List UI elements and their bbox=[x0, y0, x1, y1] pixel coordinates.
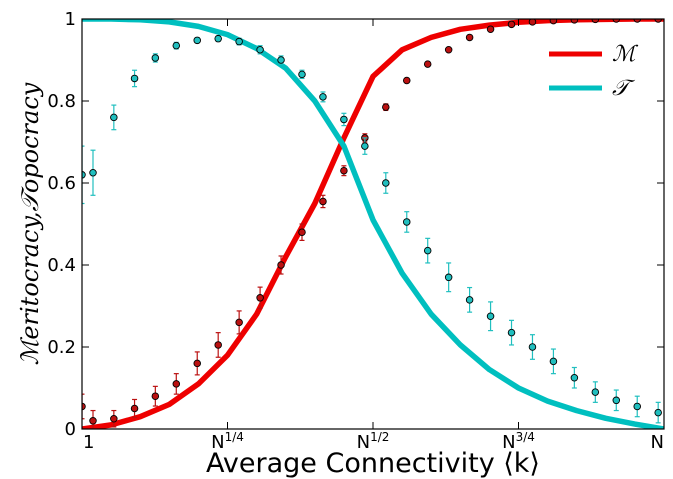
meritocracy-data-point bbox=[298, 228, 306, 236]
y-tick-label: 0 bbox=[65, 419, 76, 440]
meritocracy-data-point bbox=[82, 402, 86, 411]
meritocracy-data-point bbox=[193, 359, 201, 368]
x-axis-label: Average Connectivity ⟨k⟩ bbox=[206, 448, 540, 479]
topocracy-data-point bbox=[507, 328, 516, 337]
meritocracy-data-point bbox=[465, 33, 474, 42]
meritocracy-data-point bbox=[130, 404, 139, 413]
meritocracy-data-point bbox=[235, 318, 243, 327]
topocracy-data-point bbox=[277, 56, 285, 64]
topocracy-data-point bbox=[382, 179, 390, 187]
y-tick-label: 0.6 bbox=[47, 173, 76, 194]
meritocracy-data-point bbox=[633, 19, 641, 23]
legend-label-t: 𝒯 bbox=[612, 76, 636, 101]
topocracy-data-point bbox=[361, 142, 369, 150]
topocracy-curve bbox=[82, 19, 664, 429]
meritocracy-data-point bbox=[340, 166, 348, 175]
topocracy-data-point bbox=[151, 54, 160, 62]
meritocracy-data-point bbox=[382, 103, 390, 111]
meritocracy-data-point bbox=[549, 19, 558, 25]
x-tick-label: N1/4 bbox=[211, 430, 244, 453]
meritocracy-data-point bbox=[151, 392, 160, 400]
meritocracy-data-point bbox=[89, 417, 97, 425]
x-tick-label: 1 bbox=[83, 432, 94, 453]
x-tick-label: N1/2 bbox=[357, 430, 390, 453]
topocracy-data-point bbox=[82, 171, 86, 179]
meritocracy-data-point bbox=[403, 76, 411, 85]
topocracy-data-point bbox=[256, 46, 264, 54]
topocracy-data-point bbox=[465, 296, 474, 304]
topocracy-data-point bbox=[654, 408, 662, 417]
topocracy-data-point bbox=[130, 74, 139, 83]
meritocracy-data-point bbox=[612, 19, 621, 23]
topocracy-data-point bbox=[214, 34, 222, 43]
topocracy-data-point bbox=[193, 36, 201, 45]
legend-label-m: ℳ bbox=[612, 42, 639, 67]
axes: 0 0.2 0.4 0.6 0.8 1 1 N1/4 N1/2 N3/4 N bbox=[47, 9, 665, 453]
topocracy-data-point bbox=[89, 168, 97, 177]
meritocracy-data-point bbox=[423, 60, 432, 68]
topocracy-data-point bbox=[570, 374, 579, 382]
x-tick-label: N bbox=[651, 432, 664, 453]
topocracy-data-point bbox=[549, 357, 558, 366]
topocracy-data-point bbox=[423, 246, 432, 255]
topocracy-data-point bbox=[110, 113, 118, 122]
meritocracy-data-point bbox=[654, 19, 662, 23]
topocracy-data-point bbox=[633, 402, 641, 411]
meritocracy-data-point bbox=[256, 294, 264, 302]
meritocracy-data-point bbox=[214, 341, 222, 349]
topocracy-data-point bbox=[172, 41, 181, 50]
meritocracy-data-point bbox=[172, 380, 181, 388]
topocracy-data-point bbox=[612, 396, 621, 405]
meritocracy-data-point bbox=[319, 197, 327, 206]
topocracy-data-point bbox=[298, 70, 306, 79]
y-tick-label: 0.2 bbox=[47, 337, 76, 358]
topocracy-data-point bbox=[235, 37, 243, 46]
y-tick-label: 1 bbox=[65, 9, 76, 30]
topocracy-data-point bbox=[444, 273, 453, 282]
meritocracy-data-point bbox=[570, 19, 579, 24]
meritocracy-data-point bbox=[528, 19, 537, 26]
topocracy-data-point bbox=[319, 93, 327, 101]
meritocracy-data-point bbox=[444, 46, 453, 54]
y-tick-label: 0.4 bbox=[47, 255, 76, 276]
y-axis-label: ℳeritocracy,𝒯opocracy bbox=[16, 82, 44, 365]
topocracy-data-point bbox=[486, 312, 495, 321]
x-tick-label: N3/4 bbox=[502, 430, 535, 453]
topocracy-data-point bbox=[403, 218, 411, 226]
meritocracy-data-point bbox=[277, 261, 285, 269]
topocracy-data-point bbox=[591, 388, 600, 396]
meritocracy-data-point bbox=[507, 20, 516, 29]
legend: ℳ 𝒯 bbox=[549, 42, 639, 101]
topocracy-data-point bbox=[340, 115, 348, 124]
meritocracy-data-point bbox=[486, 25, 495, 34]
meritocracy-curve bbox=[82, 19, 664, 429]
plot-area bbox=[82, 19, 664, 429]
meritocracy-data-point bbox=[110, 415, 118, 423]
topocracy-data-point bbox=[528, 343, 537, 351]
y-tick-label: 0.8 bbox=[47, 91, 76, 112]
